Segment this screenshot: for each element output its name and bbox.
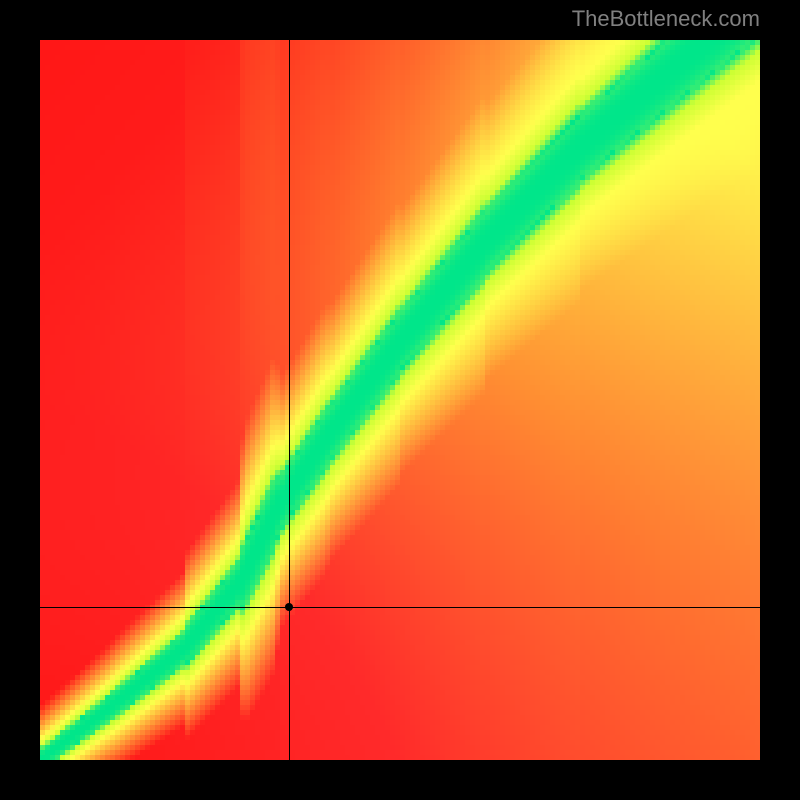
marker-dot [285, 603, 293, 611]
heatmap-canvas [40, 40, 760, 760]
watermark-text: TheBottleneck.com [572, 6, 760, 32]
crosshair-vertical [289, 40, 290, 760]
heatmap-plot [40, 40, 760, 760]
crosshair-horizontal [40, 607, 760, 608]
